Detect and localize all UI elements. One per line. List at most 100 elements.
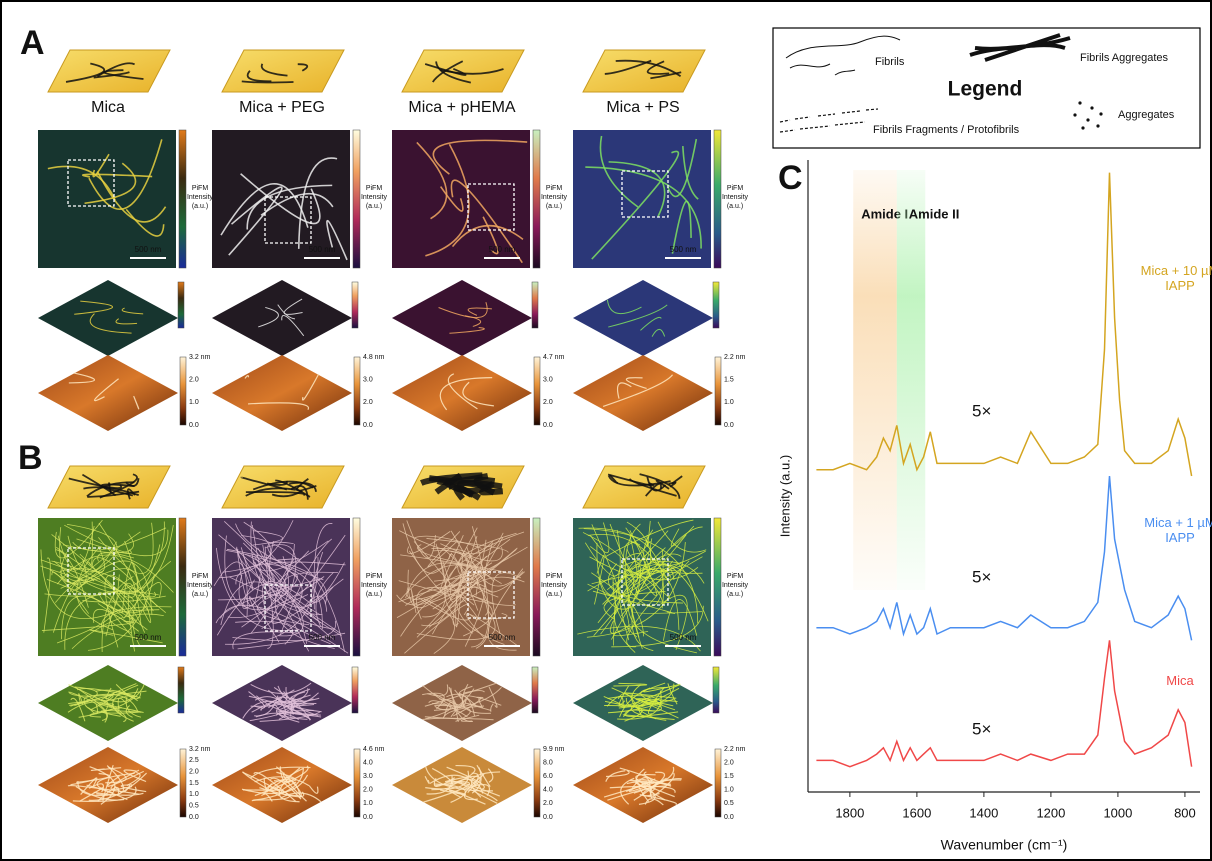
colorbar-tick-label: 8.0 [543, 759, 553, 766]
pifm-3d [573, 665, 713, 741]
series-label: Mica [1135, 673, 1212, 688]
colorbar-tick-label: 3.0 [543, 377, 553, 384]
colorbar-label: Intensity [361, 194, 388, 201]
sketch-plane [402, 50, 524, 92]
surface [573, 280, 713, 356]
colorbar-label: PiFM [727, 573, 744, 580]
pifm-3d [212, 665, 352, 741]
colorbar [532, 667, 538, 713]
colorbar [352, 667, 358, 713]
colorbar-label: PiFM [727, 185, 744, 192]
annotation: 5× [972, 567, 991, 586]
sketch [48, 50, 170, 92]
colorbar-tick-label: 2.2 nm [724, 354, 746, 361]
pifm-image: 500 nm [212, 130, 350, 268]
spectrum [816, 640, 1191, 766]
colorbar-label: (a.u.) [546, 591, 562, 598]
substrate-label: Mica [91, 99, 125, 116]
colorbar-tick-label: 0.0 [363, 814, 373, 821]
colorbar-tick-label: 4.8 nm [363, 354, 385, 361]
colorbar-label: (a.u.) [192, 591, 208, 598]
colorbar [353, 518, 360, 656]
colorbar-label: PiFM [546, 573, 563, 580]
pifm-image: 500 nm [392, 518, 530, 656]
height-3d [573, 747, 713, 823]
colorbar-label: PiFM [192, 573, 209, 580]
pifm-3d [38, 280, 178, 356]
colorbar [179, 518, 186, 656]
colorbar-label: PiFM [546, 185, 563, 192]
pifm-3d [392, 280, 532, 356]
pifm-3d [212, 280, 352, 356]
colorbar [354, 749, 360, 817]
pifm-3d [392, 665, 532, 741]
colorbar-tick-label: 0.0 [189, 814, 199, 821]
colorbar-label: (a.u.) [546, 203, 562, 210]
colorbar [179, 130, 186, 268]
scale-bar-label: 500 nm [135, 245, 162, 254]
x-tick-label: 800 [1174, 805, 1196, 820]
height-3d [573, 355, 713, 431]
colorbar [353, 130, 360, 268]
colorbar-tick-label: 3.2 nm [189, 354, 211, 361]
colorbar-tick-label: 0.0 [724, 814, 734, 821]
panel-label: A [20, 24, 45, 62]
texture-line [243, 790, 279, 791]
colorbar-tick-label: 2.0 [189, 377, 199, 384]
colorbar-tick-label: 3.0 [363, 377, 373, 384]
colorbar-tick-label: 1.5 [189, 780, 199, 787]
colorbar-tick-label: 2.5 [189, 757, 199, 764]
x-tick-label: 1000 [1103, 805, 1132, 820]
pifm-image: 500 nm [38, 518, 176, 656]
colorbar-tick-label: 0.0 [543, 814, 553, 821]
colorbar-label: Intensity [187, 194, 214, 201]
pifm-image: 500 nm [212, 518, 350, 656]
colorbar [715, 357, 721, 425]
scale-bar-label: 500 nm [135, 633, 162, 642]
pifm-image: 500 nm [392, 130, 530, 268]
scale-bar-label: 500 nm [309, 245, 336, 254]
surface [38, 355, 178, 431]
colorbar-label: PiFM [366, 185, 383, 192]
sketch-plane [583, 50, 705, 92]
colorbar [714, 130, 721, 268]
colorbar-tick-label: 2.2 nm [724, 746, 746, 753]
colorbar [715, 749, 721, 817]
colorbar-label: (a.u.) [192, 203, 208, 210]
colorbar-label: PiFM [192, 185, 209, 192]
series-label: Mica + 1 µM IAPP [1135, 515, 1212, 545]
sketch-plane [222, 50, 344, 92]
height-3d [392, 355, 532, 431]
x-axis-label: Wavenumber (cm⁻¹) [941, 837, 1068, 853]
surface [392, 280, 532, 356]
height-3d [212, 355, 352, 431]
colorbar [534, 357, 540, 425]
scale-bar-label: 500 nm [489, 245, 516, 254]
colorbar-tick-label: 0.0 [363, 422, 373, 429]
pifm-3d [573, 280, 713, 356]
sketch-plane [222, 466, 344, 508]
sketch [583, 50, 705, 92]
series-label: Mica + 10 µM IAPP [1135, 263, 1212, 293]
height-3d [38, 355, 178, 431]
sketch [583, 466, 705, 508]
x-tick-label: 1400 [969, 805, 998, 820]
scale-bar-label: 500 nm [489, 633, 516, 642]
colorbar [534, 749, 540, 817]
colorbar-tick-label: 4.6 nm [363, 746, 385, 753]
band-label: Amide II [909, 206, 960, 221]
band [853, 170, 897, 590]
panel-label: B [18, 439, 43, 477]
pifm-3d [38, 665, 178, 741]
surface [573, 355, 713, 431]
colorbar-label: Intensity [722, 582, 749, 589]
colorbar-label: Intensity [361, 582, 388, 589]
colorbar-tick-label: 1.0 [724, 399, 734, 406]
colorbar-tick-label: 1.0 [189, 399, 199, 406]
pifm-image: 500 nm [573, 130, 711, 268]
sketch [402, 50, 524, 92]
pifm-image: 500 nm [573, 518, 711, 656]
annotation: 5× [972, 719, 991, 738]
colorbar-label: Intensity [722, 194, 749, 201]
annotation: 5× [972, 401, 991, 420]
